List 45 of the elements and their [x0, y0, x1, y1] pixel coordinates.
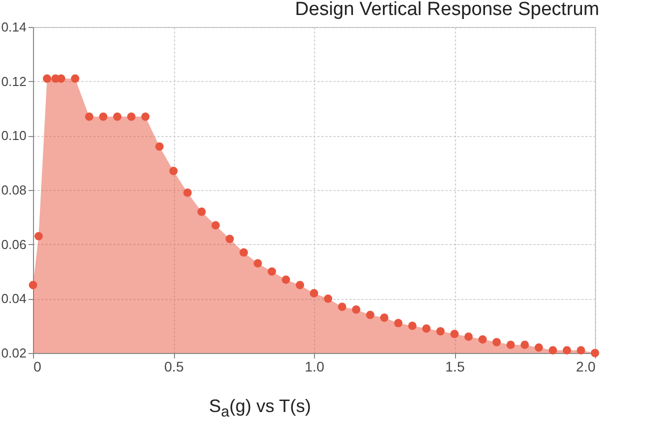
point: [240, 248, 248, 257]
point: [324, 294, 332, 303]
chart-title: Design Vertical Response Spectrum: [295, 0, 600, 20]
point: [254, 259, 262, 268]
point: [534, 343, 543, 352]
point: [338, 302, 346, 311]
point: [183, 188, 192, 197]
point: [408, 322, 417, 330]
point: [520, 340, 529, 350]
point: [366, 310, 374, 320]
point: [34, 232, 43, 240]
point: [141, 112, 150, 121]
x-tick-label: 0.5: [164, 358, 184, 374]
y-tick-label: 0.08: [1, 182, 26, 198]
x-tick-label: 1.5: [445, 358, 465, 374]
y-tick-label: 0.02: [1, 346, 26, 360]
point: [226, 234, 234, 244]
point: [169, 166, 178, 176]
point: [310, 289, 318, 298]
point: [450, 330, 459, 338]
y-tick-label: 0.12: [1, 74, 26, 89]
y-tick-label: 0.14: [1, 20, 26, 34]
point: [282, 275, 290, 284]
point: [70, 74, 80, 83]
y-tick-label: 0.06: [1, 236, 26, 252]
x-tick-label: 1.0: [304, 358, 324, 374]
y-tick-label: 0.10: [1, 128, 26, 144]
point: [296, 280, 304, 290]
point: [478, 335, 487, 344]
point: [268, 267, 276, 276]
x-tick-label: 2.0: [576, 358, 596, 374]
point: [576, 346, 586, 354]
point: [197, 208, 206, 216]
point: [464, 332, 473, 341]
point: [436, 327, 445, 336]
point: [492, 338, 501, 346]
y-tick-label: 0.04: [1, 291, 26, 306]
point: [380, 314, 388, 322]
point: [352, 305, 360, 314]
point: [394, 318, 402, 328]
x-tick-label: 0: [34, 358, 42, 374]
point: [211, 221, 220, 230]
point: [155, 142, 164, 151]
point: [422, 324, 431, 333]
x-axis-title: S$_{a}$(g) vs T(s): [208, 396, 312, 421]
